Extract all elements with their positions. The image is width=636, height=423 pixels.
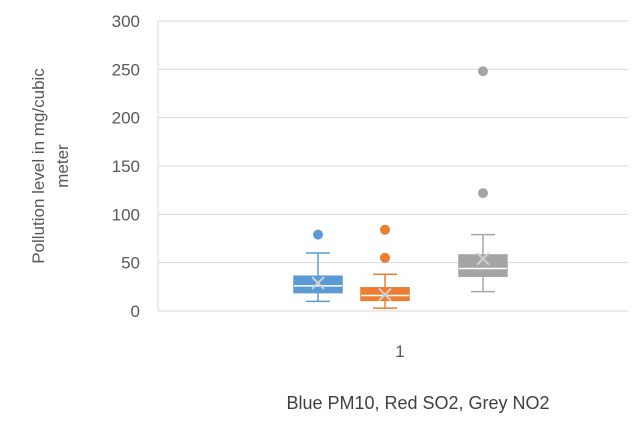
mean-marker-stroke-2 — [311, 276, 325, 290]
outlier-point-2 — [380, 224, 390, 235]
mean-marker-stroke-2 — [476, 252, 490, 266]
mean-marker-stroke-2 — [378, 287, 392, 302]
box-iqr — [458, 254, 508, 277]
y-axis-title-line-1: Pollution level in mg/cubic — [29, 68, 48, 264]
outlier-point-1 — [478, 188, 488, 199]
outlier-point-1 — [313, 229, 323, 240]
x-tick-labels: 1 — [395, 342, 404, 361]
box-iqr — [293, 275, 343, 294]
y-tick-label-250: 250 — [112, 60, 140, 79]
y-tick-label-50: 50 — [121, 254, 140, 273]
x-axis-title: Blue PM10, Red SO2, Grey NO2 — [286, 393, 549, 413]
outlier-point-1 — [380, 252, 390, 263]
box-series-1 — [293, 229, 343, 303]
y-tick-label-300: 300 — [112, 12, 140, 31]
box-series-2 — [360, 224, 410, 309]
y-tick-label-200: 200 — [112, 109, 140, 128]
box-series — [293, 66, 508, 309]
y-tick-label-150: 150 — [112, 157, 140, 176]
y-axis-title-line-2: meter — [53, 144, 72, 188]
box-series-3 — [458, 66, 508, 293]
y-tick-labels: 0 50 100 150 200 250 300 — [112, 12, 140, 321]
gridlines — [157, 20, 628, 312]
x-tick-label-1: 1 — [395, 342, 404, 361]
y-tick-label-0: 0 — [131, 302, 140, 321]
y-tick-label-100: 100 — [112, 205, 140, 224]
outlier-point-2 — [478, 66, 488, 77]
